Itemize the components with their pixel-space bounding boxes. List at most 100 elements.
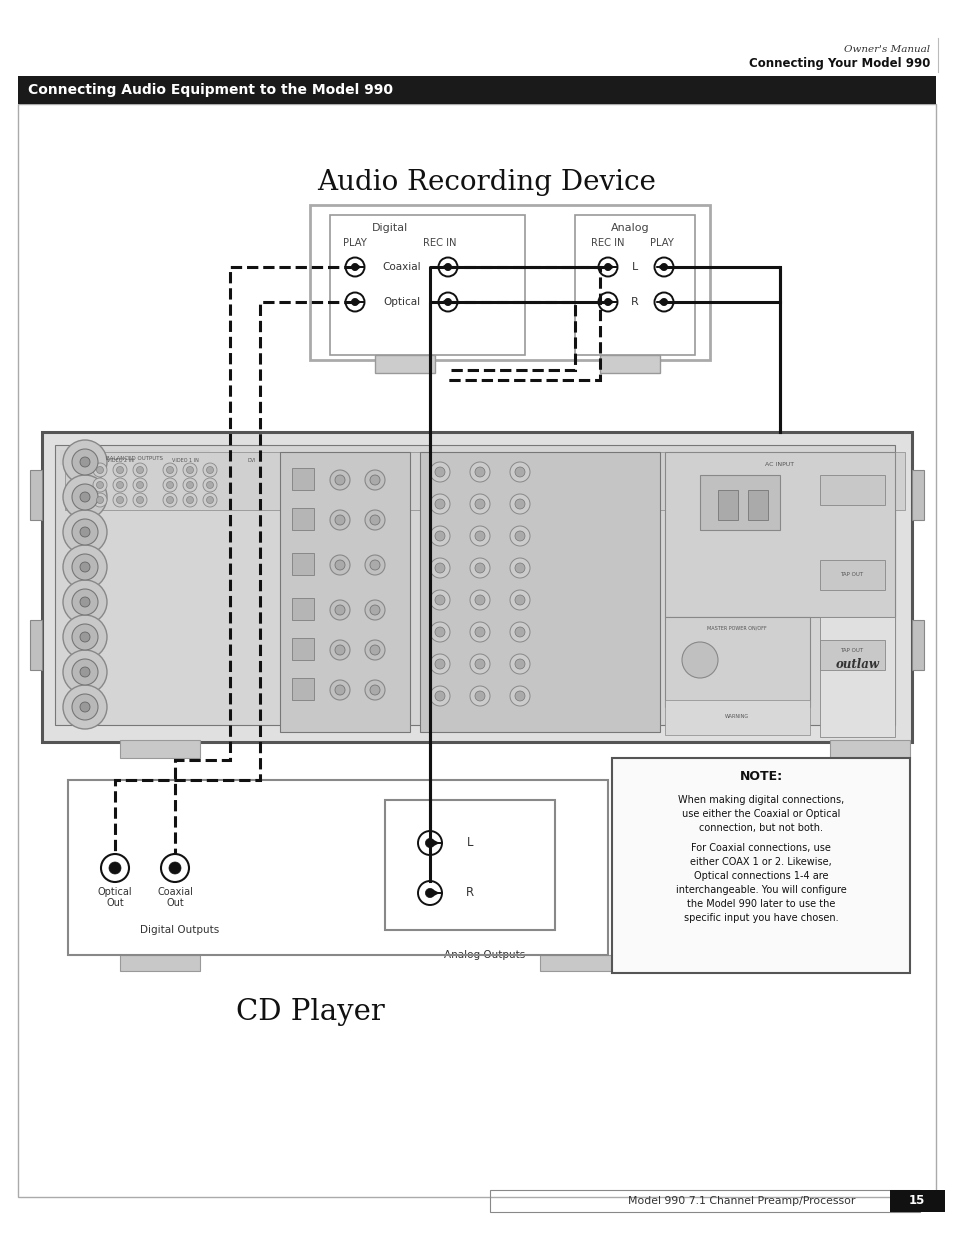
Bar bbox=[664, 618, 809, 706]
Circle shape bbox=[365, 640, 385, 659]
Text: Analog Outputs: Analog Outputs bbox=[444, 950, 525, 960]
Circle shape bbox=[96, 496, 103, 504]
Circle shape bbox=[365, 510, 385, 530]
Text: Optical connections 1-4 are: Optical connections 1-4 are bbox=[693, 871, 827, 881]
Circle shape bbox=[206, 482, 213, 489]
Circle shape bbox=[80, 492, 90, 501]
Circle shape bbox=[470, 558, 490, 578]
Circle shape bbox=[330, 640, 350, 659]
Bar bbox=[385, 800, 555, 930]
Text: L: L bbox=[631, 262, 638, 272]
Circle shape bbox=[435, 627, 444, 637]
Circle shape bbox=[430, 685, 450, 706]
Bar bbox=[820, 559, 884, 590]
Text: Connecting Your Model 990: Connecting Your Model 990 bbox=[748, 57, 929, 69]
Circle shape bbox=[167, 496, 173, 504]
Circle shape bbox=[659, 299, 667, 305]
Text: 15: 15 bbox=[908, 1194, 924, 1208]
Circle shape bbox=[163, 478, 177, 492]
Bar bbox=[60, 450, 210, 466]
Circle shape bbox=[370, 559, 379, 571]
Circle shape bbox=[112, 493, 127, 508]
Circle shape bbox=[515, 627, 524, 637]
Circle shape bbox=[335, 645, 345, 655]
Bar bbox=[889, 1191, 944, 1212]
Bar bbox=[330, 215, 524, 354]
Circle shape bbox=[515, 467, 524, 477]
Circle shape bbox=[515, 531, 524, 541]
Circle shape bbox=[80, 562, 90, 572]
Bar bbox=[747, 490, 767, 520]
Circle shape bbox=[351, 299, 358, 305]
Circle shape bbox=[335, 515, 345, 525]
Text: interchangeable. You will configure: interchangeable. You will configure bbox=[675, 885, 845, 895]
Text: CD Player: CD Player bbox=[235, 998, 384, 1026]
Bar bbox=[664, 700, 809, 735]
Text: TAP OUT: TAP OUT bbox=[840, 647, 862, 652]
Circle shape bbox=[71, 450, 98, 475]
Text: AC INPUT: AC INPUT bbox=[764, 462, 794, 468]
Circle shape bbox=[510, 494, 530, 514]
Circle shape bbox=[435, 531, 444, 541]
Bar bbox=[292, 508, 314, 530]
Text: use either the Coaxial or Optical: use either the Coaxial or Optical bbox=[681, 809, 840, 819]
Circle shape bbox=[430, 655, 450, 674]
Circle shape bbox=[206, 467, 213, 473]
Bar bbox=[120, 955, 200, 971]
Circle shape bbox=[365, 555, 385, 576]
Bar bbox=[292, 553, 314, 576]
Text: TAP OUT: TAP OUT bbox=[840, 573, 862, 578]
Circle shape bbox=[370, 685, 379, 695]
Bar bbox=[280, 452, 410, 732]
Circle shape bbox=[365, 680, 385, 700]
Circle shape bbox=[335, 685, 345, 695]
Text: Coaxial: Coaxial bbox=[157, 887, 193, 897]
Bar bbox=[292, 598, 314, 620]
Bar bbox=[490, 1191, 919, 1212]
Circle shape bbox=[167, 467, 173, 473]
Text: R: R bbox=[631, 296, 639, 308]
Bar bbox=[30, 620, 42, 671]
Circle shape bbox=[112, 463, 127, 477]
Circle shape bbox=[169, 862, 181, 874]
Bar bbox=[599, 354, 659, 373]
Text: L: L bbox=[466, 836, 473, 850]
Circle shape bbox=[430, 558, 450, 578]
Circle shape bbox=[80, 667, 90, 677]
Text: Optical: Optical bbox=[383, 296, 420, 308]
Circle shape bbox=[475, 627, 484, 637]
Circle shape bbox=[203, 493, 216, 508]
Bar bbox=[310, 205, 709, 359]
Circle shape bbox=[475, 659, 484, 669]
Circle shape bbox=[659, 263, 667, 270]
Text: Owner's Manual: Owner's Manual bbox=[843, 46, 929, 54]
Circle shape bbox=[63, 615, 107, 659]
Bar bbox=[829, 740, 909, 758]
Circle shape bbox=[330, 680, 350, 700]
Circle shape bbox=[510, 462, 530, 482]
Circle shape bbox=[510, 655, 530, 674]
Circle shape bbox=[335, 475, 345, 485]
Bar bbox=[820, 640, 884, 671]
Bar bbox=[700, 475, 780, 530]
Circle shape bbox=[370, 645, 379, 655]
Circle shape bbox=[183, 463, 196, 477]
Circle shape bbox=[183, 493, 196, 508]
Circle shape bbox=[167, 482, 173, 489]
Circle shape bbox=[470, 622, 490, 642]
Text: Out: Out bbox=[106, 898, 124, 908]
Circle shape bbox=[475, 563, 484, 573]
Text: For Coaxial connections, use: For Coaxial connections, use bbox=[690, 844, 830, 853]
Text: Model 990 7.1 Channel Preamp/Processor: Model 990 7.1 Channel Preamp/Processor bbox=[627, 1195, 854, 1207]
Bar bbox=[820, 618, 894, 737]
Circle shape bbox=[63, 510, 107, 555]
Circle shape bbox=[515, 499, 524, 509]
Circle shape bbox=[80, 597, 90, 606]
Circle shape bbox=[604, 263, 611, 270]
Circle shape bbox=[430, 526, 450, 546]
Text: Digital Outputs: Digital Outputs bbox=[140, 925, 219, 935]
Circle shape bbox=[430, 462, 450, 482]
Circle shape bbox=[430, 622, 450, 642]
Circle shape bbox=[330, 510, 350, 530]
Circle shape bbox=[370, 515, 379, 525]
